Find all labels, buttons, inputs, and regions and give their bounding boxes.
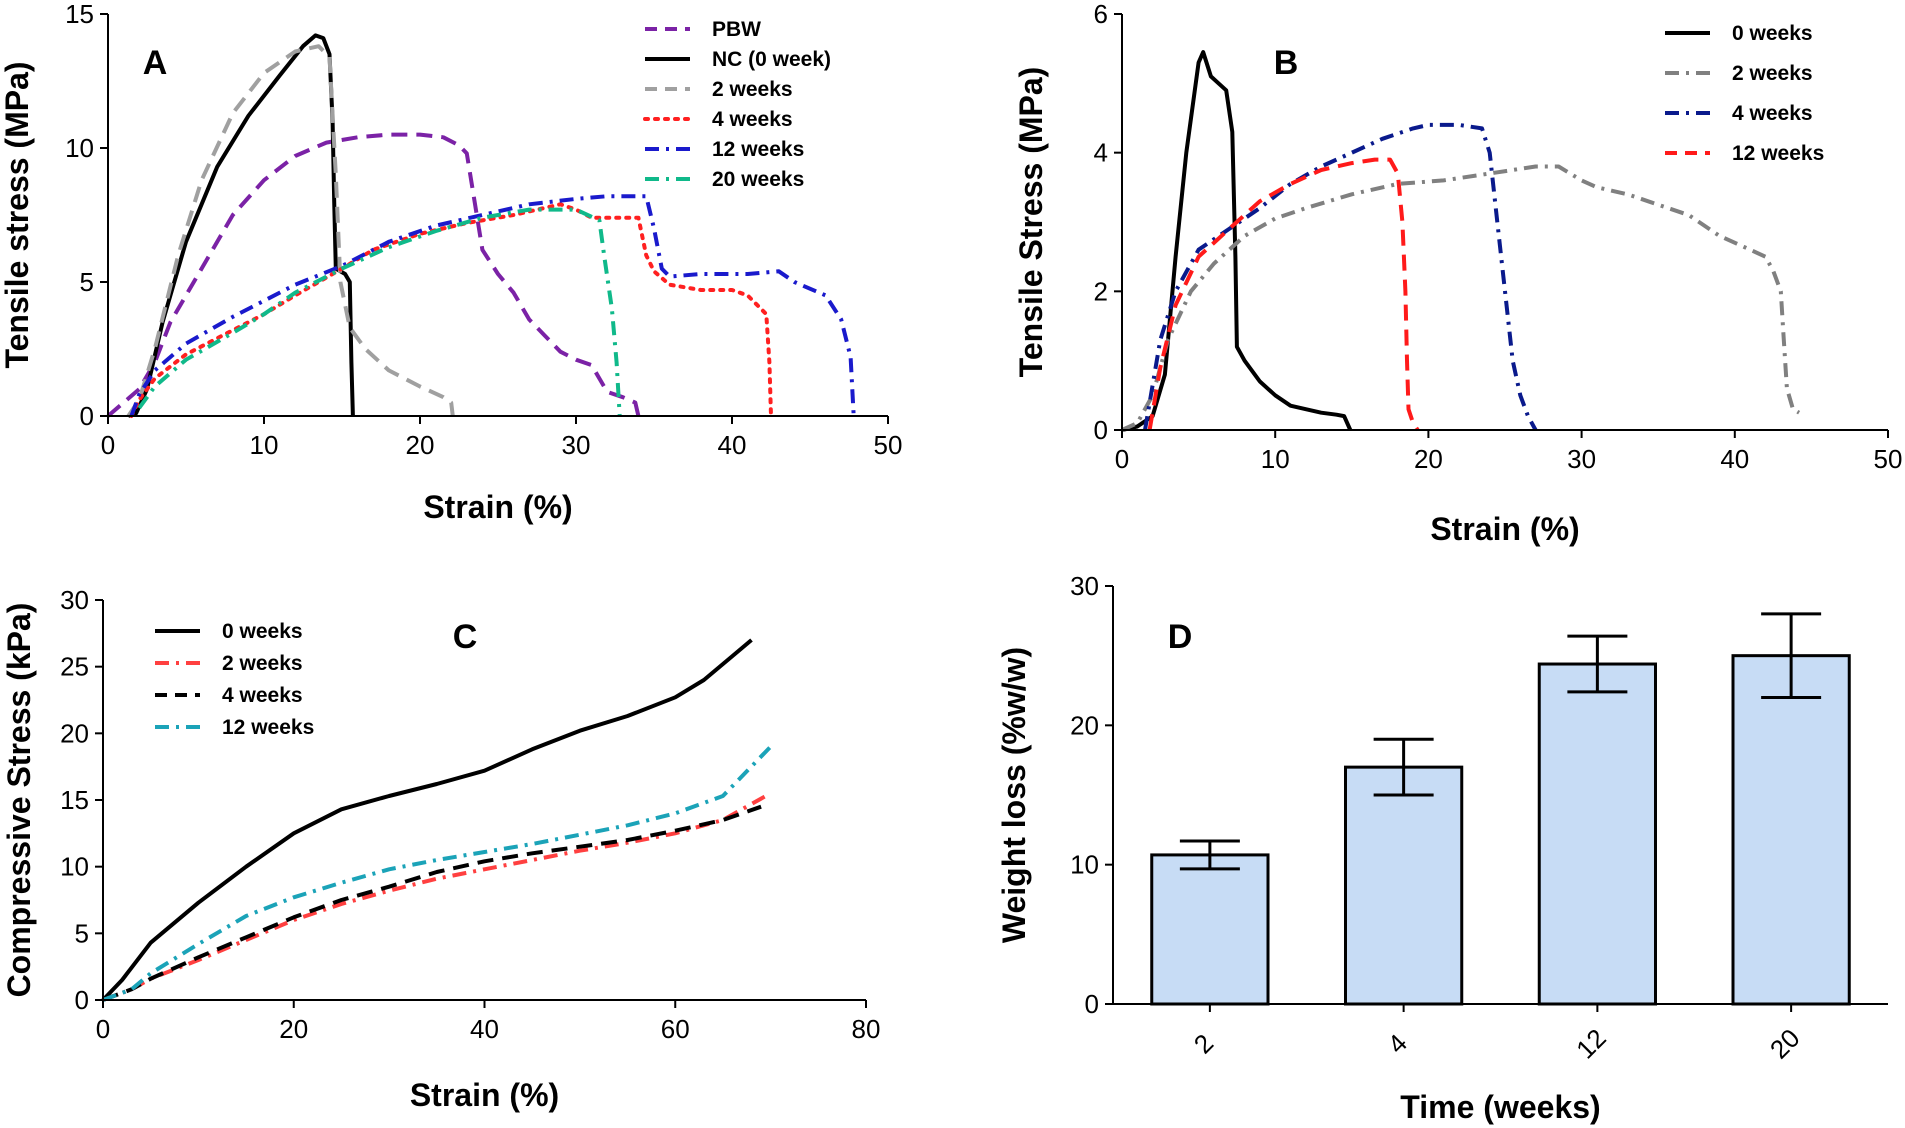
x-tick-label: 20: [279, 1014, 308, 1044]
y-axis-title: Tensile Stress (MPa): [1013, 67, 1049, 378]
panel-letter: B: [1274, 44, 1299, 82]
legend-label: NC (0 week): [712, 48, 831, 71]
legend-label: 20 weeks: [712, 168, 804, 191]
bar: [1731, 654, 1851, 1006]
x-axis-title: Strain (%): [410, 1077, 559, 1113]
x-tick-label: 0: [96, 1014, 110, 1044]
x-tick-label: 20: [406, 430, 435, 460]
x-tick-label: 60: [661, 1014, 690, 1044]
x-tick-label: 2: [1188, 1028, 1219, 1059]
y-tick-label: 30: [1070, 571, 1099, 601]
y-axis-title: Tensile stress (MPa): [0, 61, 35, 368]
y-tick-label: 30: [60, 585, 89, 615]
panel-letter: A: [143, 44, 168, 82]
series-line-12-weeks: [102, 745, 773, 1002]
chart-panel-a: PBW NC (0 week) 2 weeks 4 weeks 12 weeks 20 w…: [0, 0, 902, 525]
y-tick-label: 10: [1070, 850, 1099, 880]
x-tick-label: 12: [1570, 1023, 1612, 1065]
legend-label: 12 weeks: [222, 716, 314, 739]
y-axis-title: Compressive Stress (kPa): [1, 603, 37, 998]
x-axis-title: Time (weeks): [1400, 1089, 1600, 1125]
y-tick-label: 25: [60, 652, 89, 682]
series-line-12-weeks: [129, 194, 856, 417]
x-axis-title: Strain (%): [423, 489, 572, 525]
x-axis-title: Strain (%): [1430, 511, 1579, 547]
bar: [1537, 662, 1657, 1006]
series-line-0-weeks: [1121, 50, 1353, 432]
y-tick-label: 0: [1085, 989, 1099, 1019]
x-tick-label: 30: [1567, 444, 1596, 474]
x-tick-label: 40: [1720, 444, 1749, 474]
x-tick-label: 40: [470, 1014, 499, 1044]
y-tick-label: 2: [1094, 276, 1108, 306]
y-tick-label: 15: [65, 0, 94, 29]
x-tick-label: 10: [250, 430, 279, 460]
x-tick-label: 4: [1382, 1028, 1413, 1059]
series-line-4-weeks: [1143, 122, 1538, 431]
legend-label: 0 weeks: [1732, 22, 1813, 45]
series-line-2-weeks: [126, 44, 455, 418]
y-tick-label: 5: [80, 267, 94, 297]
y-tick-label: 0: [1094, 415, 1108, 445]
bar: [1344, 765, 1464, 1006]
legend-label: 4 weeks: [1732, 102, 1813, 125]
bar: [1150, 853, 1270, 1006]
y-tick-label: 0: [75, 985, 89, 1015]
y-tick-label: 5: [75, 918, 89, 948]
legend-label: 4 weeks: [222, 684, 303, 707]
legend-label: 12 weeks: [1732, 142, 1824, 165]
legend-label: 2 weeks: [222, 652, 303, 675]
y-tick-label: 20: [1070, 710, 1099, 740]
legend-label: 12 weeks: [712, 138, 804, 161]
series-line-20-weeks: [137, 207, 622, 417]
legend-label: 2 weeks: [712, 78, 793, 101]
chart-panel-c: 0 weeks 2 weeks 4 weeks 12 weeks 0 5 10 15 20 25 3…: [1, 585, 880, 1113]
chart-panel-d: 2 4 12 20 0 10 20 30 Time (weeks) Weight loss (%w…: [996, 571, 1888, 1125]
series-line-4-weeks: [129, 202, 773, 418]
x-tick-label: 20: [1414, 444, 1443, 474]
series-line-nc-0-week-: [127, 33, 355, 418]
y-tick-label: 6: [1094, 0, 1108, 29]
y-tick-label: 10: [60, 852, 89, 882]
y-tick-label: 4: [1094, 138, 1108, 168]
panel-letter: C: [453, 618, 478, 656]
x-tick-label: 10: [1261, 444, 1290, 474]
x-tick-label: 30: [562, 430, 591, 460]
series-line-0-weeks: [101, 638, 753, 1002]
x-tick-label: 40: [718, 430, 747, 460]
series-line-2-weeks: [1121, 164, 1801, 432]
series-line-2-weeks: [102, 791, 772, 1002]
x-tick-label: 0: [101, 430, 115, 460]
y-tick-label: 0: [80, 401, 94, 431]
legend-label: 4 weeks: [712, 108, 793, 131]
y-axis-title: Weight loss (%w/w): [996, 647, 1032, 943]
y-tick-label: 20: [60, 718, 89, 748]
panel-letter: D: [1168, 618, 1193, 656]
x-tick-label: 50: [1874, 444, 1903, 474]
legend-label: 0 weeks: [222, 620, 303, 643]
x-tick-label: 20: [1764, 1023, 1806, 1065]
legend-label: PBW: [712, 18, 761, 41]
x-tick-label: 50: [874, 430, 903, 460]
series-line-12-weeks: [1147, 157, 1420, 432]
x-tick-label: 80: [852, 1014, 881, 1044]
series-line-4-weeks: [102, 804, 762, 1002]
y-tick-label: 15: [60, 785, 89, 815]
series-line-pbw: [106, 132, 641, 418]
x-tick-label: 0: [1115, 444, 1129, 474]
legend-label: 2 weeks: [1732, 62, 1813, 85]
y-tick-label: 10: [65, 133, 94, 163]
chart-panel-b: 0 weeks 2 weeks 4 weeks 12 weeks 0 2 4 6 0 10 20 30…: [1013, 0, 1902, 547]
